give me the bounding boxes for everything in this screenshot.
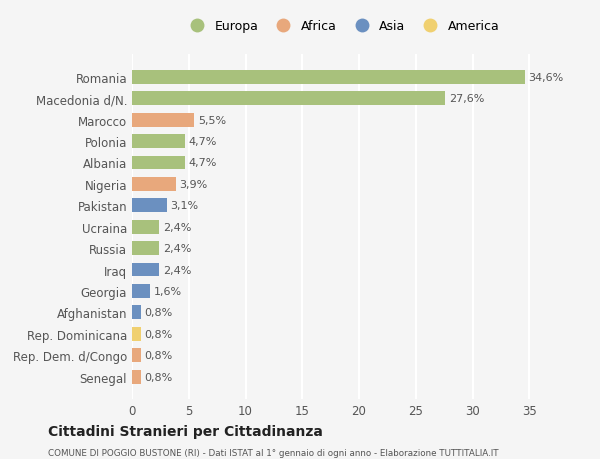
Bar [132, 156, 185, 170]
Text: 2,4%: 2,4% [163, 222, 191, 232]
Legend: Europa, Africa, Asia, America: Europa, Africa, Asia, America [181, 17, 503, 37]
Bar [132, 113, 194, 127]
Text: 4,7%: 4,7% [189, 158, 217, 168]
Text: COMUNE DI POGGIO BUSTONE (RI) - Dati ISTAT al 1° gennaio di ogni anno - Elaboraz: COMUNE DI POGGIO BUSTONE (RI) - Dati IST… [48, 448, 499, 457]
Text: 0,8%: 0,8% [145, 308, 173, 318]
Text: 2,4%: 2,4% [163, 265, 191, 275]
Bar [132, 306, 141, 319]
Text: 27,6%: 27,6% [449, 94, 484, 104]
Text: 3,1%: 3,1% [170, 201, 199, 211]
Bar [132, 348, 141, 362]
Text: 3,9%: 3,9% [179, 179, 208, 190]
Bar [132, 241, 159, 256]
Bar [132, 220, 159, 234]
Bar [132, 327, 141, 341]
Bar [132, 284, 150, 298]
Text: 0,8%: 0,8% [145, 329, 173, 339]
Text: 0,8%: 0,8% [145, 350, 173, 360]
Text: 4,7%: 4,7% [189, 137, 217, 147]
Bar [132, 135, 185, 149]
Bar [132, 178, 176, 191]
Bar [132, 370, 141, 384]
Text: 5,5%: 5,5% [198, 115, 226, 125]
Bar [132, 92, 445, 106]
Text: 0,8%: 0,8% [145, 372, 173, 382]
Bar [132, 199, 167, 213]
Bar [132, 71, 525, 84]
Text: 34,6%: 34,6% [528, 73, 563, 83]
Text: 1,6%: 1,6% [154, 286, 182, 296]
Bar [132, 263, 159, 277]
Text: Cittadini Stranieri per Cittadinanza: Cittadini Stranieri per Cittadinanza [48, 425, 323, 438]
Text: 2,4%: 2,4% [163, 244, 191, 253]
